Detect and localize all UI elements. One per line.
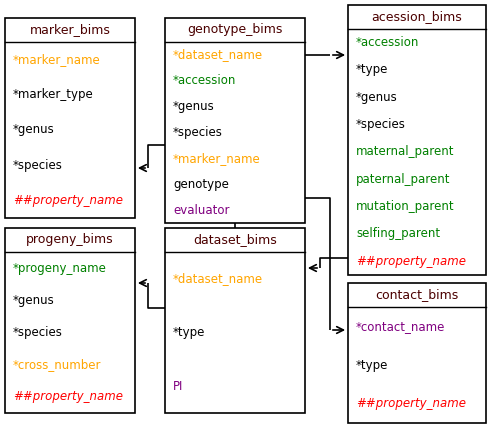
Bar bbox=[5, 228, 135, 413]
Text: *marker_name: *marker_name bbox=[173, 152, 261, 165]
Bar bbox=[165, 18, 305, 223]
Text: paternal_parent: paternal_parent bbox=[356, 173, 451, 186]
Text: ##property_name: ##property_name bbox=[13, 194, 123, 207]
Text: *marker_type: *marker_type bbox=[13, 88, 94, 101]
Text: *genus: *genus bbox=[173, 100, 215, 113]
Text: dataset_bims: dataset_bims bbox=[193, 234, 277, 247]
Text: genotype: genotype bbox=[173, 178, 229, 191]
Text: *marker_name: *marker_name bbox=[13, 53, 101, 66]
Text: *type: *type bbox=[356, 64, 388, 76]
Text: *cross_number: *cross_number bbox=[13, 358, 102, 371]
Text: *type: *type bbox=[173, 326, 205, 339]
Text: maternal_parent: maternal_parent bbox=[356, 146, 455, 159]
Bar bbox=[165, 228, 305, 413]
Text: *species: *species bbox=[356, 118, 406, 131]
Text: marker_bims: marker_bims bbox=[29, 23, 110, 36]
Text: progeny_bims: progeny_bims bbox=[26, 234, 114, 247]
Text: *dataset_name: *dataset_name bbox=[173, 48, 263, 61]
Text: ##property_name: ##property_name bbox=[356, 397, 466, 410]
Text: *genus: *genus bbox=[356, 91, 398, 104]
Text: *species: *species bbox=[13, 159, 63, 172]
Bar bbox=[348, 5, 486, 275]
Text: *dataset_name: *dataset_name bbox=[173, 272, 263, 285]
Text: *progeny_name: *progeny_name bbox=[13, 262, 107, 275]
Text: acession_bims: acession_bims bbox=[372, 10, 463, 23]
Text: *contact_name: *contact_name bbox=[356, 320, 445, 333]
Bar bbox=[5, 18, 135, 218]
Text: evaluator: evaluator bbox=[173, 203, 229, 216]
Text: *species: *species bbox=[173, 126, 223, 139]
Text: *accession: *accession bbox=[356, 36, 419, 49]
Text: genotype_bims: genotype_bims bbox=[187, 23, 283, 36]
Text: *genus: *genus bbox=[13, 294, 55, 307]
Text: ##property_name: ##property_name bbox=[356, 255, 466, 268]
Text: contact_bims: contact_bims bbox=[376, 289, 459, 302]
Text: mutation_parent: mutation_parent bbox=[356, 200, 455, 213]
Text: *genus: *genus bbox=[13, 124, 55, 137]
Text: selfing_parent: selfing_parent bbox=[356, 228, 440, 241]
Text: PI: PI bbox=[173, 380, 183, 393]
Text: *species: *species bbox=[13, 326, 63, 339]
Text: *type: *type bbox=[356, 359, 388, 372]
Text: ##property_name: ##property_name bbox=[13, 391, 123, 403]
Text: *accession: *accession bbox=[173, 74, 236, 87]
Bar bbox=[348, 283, 486, 423]
